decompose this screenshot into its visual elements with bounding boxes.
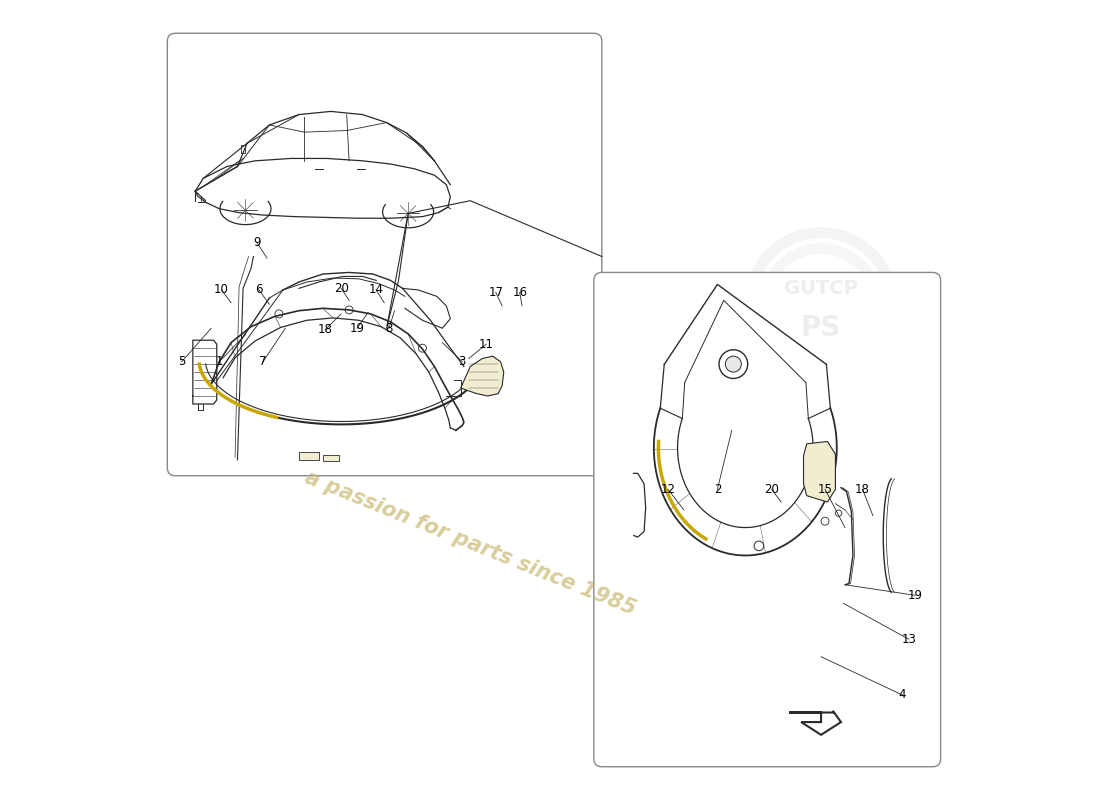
Text: 19: 19: [350, 322, 364, 334]
Polygon shape: [789, 711, 842, 735]
Text: 17: 17: [488, 286, 504, 299]
Text: 10: 10: [214, 283, 229, 297]
Text: 18: 18: [855, 482, 870, 496]
Text: 1: 1: [216, 355, 223, 368]
Text: PS: PS: [801, 314, 842, 342]
Bar: [299, 452, 319, 460]
Text: 8: 8: [385, 322, 393, 334]
Text: 20: 20: [764, 482, 779, 496]
Text: 2: 2: [714, 482, 722, 496]
Text: 7: 7: [260, 355, 266, 368]
Text: 18: 18: [318, 323, 332, 336]
Text: 5: 5: [178, 355, 186, 368]
Bar: [444, 190, 450, 202]
FancyBboxPatch shape: [594, 273, 940, 766]
Text: 19: 19: [908, 589, 923, 602]
Text: 9: 9: [253, 236, 261, 249]
Text: 12: 12: [660, 482, 675, 496]
Polygon shape: [461, 356, 504, 396]
Circle shape: [719, 350, 748, 378]
Text: 15: 15: [817, 482, 833, 496]
Text: 6: 6: [255, 283, 263, 297]
Text: 20: 20: [333, 282, 349, 295]
Text: GUTCP: GUTCP: [784, 279, 858, 298]
Bar: [322, 455, 339, 462]
Polygon shape: [803, 442, 835, 502]
Text: a passion for parts since 1985: a passion for parts since 1985: [302, 468, 639, 619]
FancyBboxPatch shape: [167, 34, 602, 476]
Text: 11: 11: [478, 338, 494, 350]
Text: 3: 3: [459, 355, 466, 368]
Circle shape: [725, 356, 741, 372]
Text: 13: 13: [901, 633, 916, 646]
Text: 14: 14: [368, 283, 384, 297]
Text: 4: 4: [899, 689, 906, 702]
Text: 16: 16: [513, 286, 527, 299]
